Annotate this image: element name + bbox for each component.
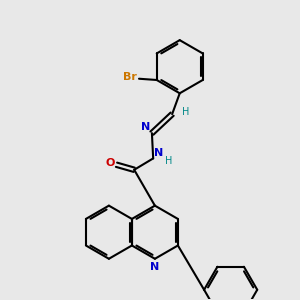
Text: N: N <box>141 122 150 132</box>
Text: N: N <box>150 262 160 272</box>
Text: N: N <box>154 148 163 158</box>
Text: Br: Br <box>123 73 137 82</box>
Text: O: O <box>106 158 115 169</box>
Text: H: H <box>182 106 189 117</box>
Text: H: H <box>165 156 172 166</box>
